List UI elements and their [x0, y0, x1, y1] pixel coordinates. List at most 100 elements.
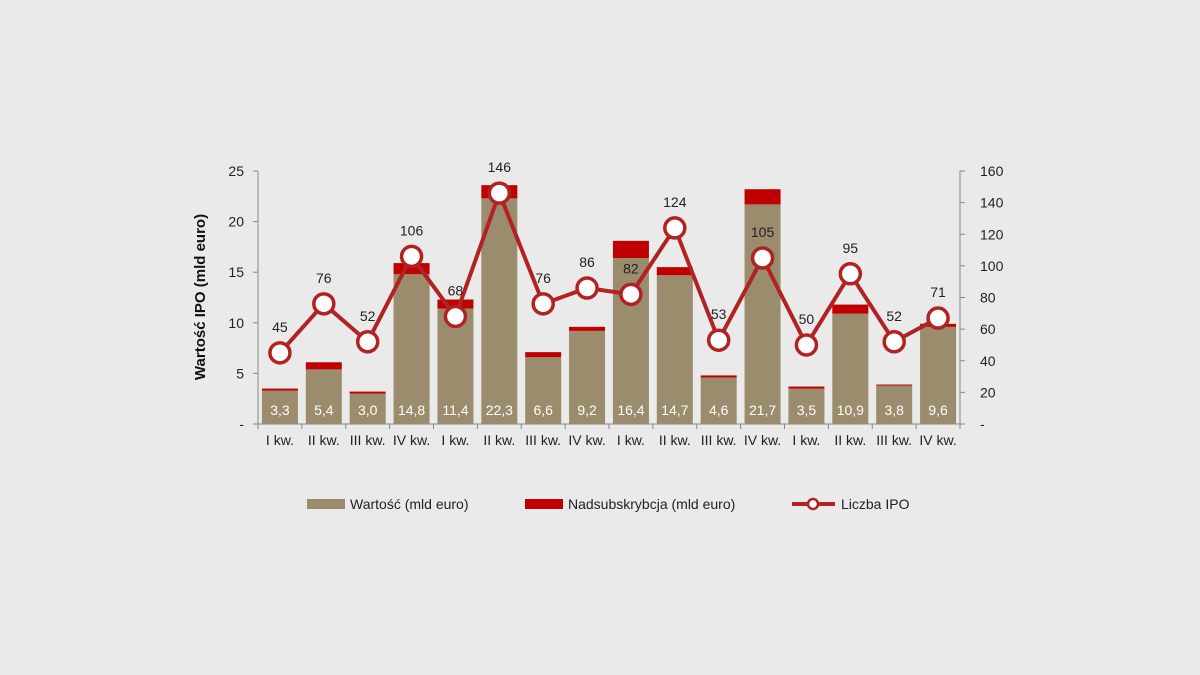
category-label: IV kw.	[744, 432, 781, 448]
bar-value	[700, 377, 737, 424]
legend-label-oversubscription: Nadsubskrybcja (mld euro)	[568, 496, 735, 512]
count-point	[794, 333, 819, 357]
category-label: III kw.	[350, 432, 386, 448]
count-label: 53	[711, 306, 727, 322]
count-label: 52	[360, 308, 376, 324]
count-label: 76	[535, 270, 551, 286]
bar-value	[525, 357, 562, 424]
count-line	[278, 191, 940, 355]
left-tick-label: 10	[228, 315, 244, 331]
bar-value	[656, 275, 693, 424]
count-label: 146	[488, 159, 512, 175]
count-label: 124	[663, 194, 687, 210]
bar-value-label: 21,7	[749, 402, 776, 418]
right-tick-label: 120	[980, 226, 1004, 242]
right-tick-label: 160	[980, 163, 1004, 179]
bar-oversubscription	[305, 362, 342, 370]
bar-oversubscription	[612, 240, 649, 259]
count-label: 82	[623, 260, 639, 276]
bar-oversubscription	[656, 267, 693, 276]
count-label: 45	[272, 319, 288, 335]
count-label: 68	[448, 282, 464, 298]
line-series: 45 76 52 106 68 146 76 86 82 124 53 105 50 95 52 71	[268, 159, 950, 365]
count-point	[750, 246, 775, 270]
count-label: 52	[886, 308, 902, 324]
bar-value-label: 16,4	[617, 402, 644, 418]
count-point	[399, 244, 424, 269]
bar-oversubscription	[437, 299, 474, 309]
bar-value	[832, 313, 869, 424]
category-label: II kw.	[308, 432, 340, 448]
count-label: 76	[316, 270, 332, 286]
count-point	[531, 292, 555, 316]
bar-oversubscription	[876, 384, 913, 386]
category-label: I kw.	[617, 432, 645, 448]
left-tick-label: 15	[228, 264, 244, 280]
legend-swatch-value	[307, 499, 345, 509]
count-label: 95	[843, 240, 859, 256]
category-label: I kw.	[266, 432, 294, 448]
bar-value-label: 14,8	[398, 402, 425, 418]
bar-value	[349, 393, 386, 424]
legend-label-value: Wartość (mld euro)	[350, 496, 469, 512]
category-label: II kw.	[659, 432, 691, 448]
bar-value-label: 22,3	[486, 402, 513, 418]
count-point	[575, 276, 599, 300]
left-tick-label: 25	[228, 163, 244, 179]
category-label: IV kw.	[393, 432, 430, 448]
bar-value	[261, 390, 298, 424]
category-label: II kw.	[834, 432, 866, 448]
count-label: 86	[579, 254, 595, 270]
bar-value-label: 10,9	[837, 402, 864, 418]
category-label: IV kw.	[919, 432, 956, 448]
bar-oversubscription	[393, 263, 430, 275]
bar-oversubscription	[261, 388, 298, 391]
count-point	[268, 341, 292, 365]
bar-value-label: 3,5	[797, 402, 817, 418]
bar-value-label: 4,6	[709, 402, 729, 418]
right-tick-label: 20	[980, 384, 996, 400]
count-point	[312, 292, 336, 316]
category-label: IV kw.	[568, 432, 605, 448]
bar-value-label: 5,4	[314, 402, 334, 418]
count-point	[926, 306, 950, 330]
count-point	[882, 330, 906, 354]
legend-label-count: Liczba IPO	[841, 496, 910, 512]
bar-value-label: 3,0	[358, 402, 378, 418]
right-tick-label: 40	[980, 353, 996, 369]
category-label: III kw.	[701, 432, 737, 448]
bar-value-label: 6,6	[533, 402, 553, 418]
right-tick-label: 100	[980, 258, 1004, 274]
count-point	[706, 328, 731, 352]
bar-oversubscription	[349, 391, 386, 394]
count-label: 71	[930, 284, 946, 300]
bar-oversubscription	[832, 304, 869, 314]
left-tick-label: 20	[228, 214, 244, 230]
bar-oversubscription	[569, 326, 606, 331]
bar-value	[481, 198, 518, 424]
right-tick-label: 140	[980, 195, 1004, 211]
bar-value-label: 11,4	[442, 402, 468, 418]
bar-oversubscription	[525, 352, 562, 358]
count-point	[619, 282, 643, 307]
category-label: II kw.	[483, 432, 515, 448]
count-label: 106	[400, 222, 424, 238]
right-tick-label: 60	[980, 321, 996, 337]
bar-value	[744, 204, 781, 424]
right-tick-label: 80	[980, 290, 996, 306]
y-axis-title: Wartość IPO (mld euro)	[192, 214, 209, 380]
bar-value-label: 9,2	[577, 402, 597, 418]
bar-oversubscription	[700, 375, 737, 378]
legend: Wartość (mld euro) Nadsubskrybcja (mld eu…	[307, 496, 910, 512]
count-point	[838, 262, 863, 286]
count-point	[355, 330, 380, 354]
category-label: I kw.	[792, 432, 820, 448]
bars: 3,3 5,4 3,0 14,8 11,4 22,3 6,6 9,2 16,4 14,7 4,6 21…	[261, 185, 957, 424]
left-tick-label: 5	[236, 365, 244, 381]
count-point	[487, 181, 512, 205]
legend-swatch-oversubscription	[525, 499, 563, 509]
bar-value	[788, 388, 825, 424]
bar-value-label: 14,7	[661, 402, 688, 418]
bar-value	[305, 369, 342, 424]
count-point	[663, 216, 687, 240]
